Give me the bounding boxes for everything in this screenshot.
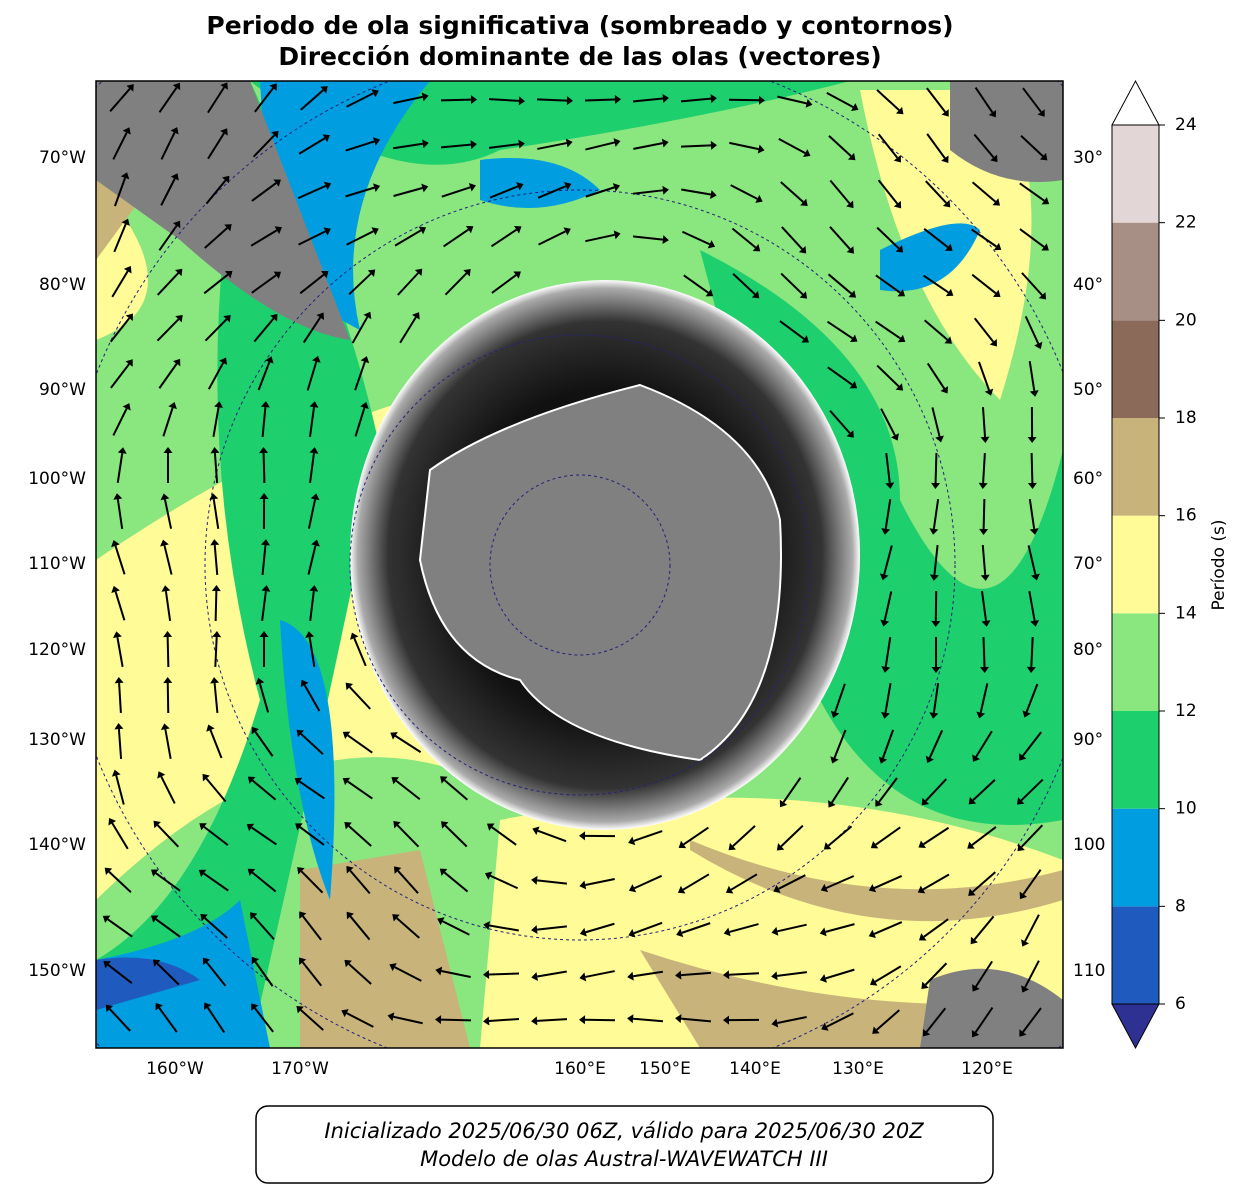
colorbar-tick-label: 8 [1175, 896, 1186, 916]
colorbar-tick-label: 10 [1175, 799, 1197, 819]
bottom-label: 160°W [146, 1059, 204, 1079]
colorbar-segment [1112, 516, 1159, 614]
right-label: 80° [1073, 640, 1103, 660]
left-label: 150°W [28, 961, 86, 981]
right-label: 90° [1073, 730, 1103, 750]
right-label: 50° [1073, 380, 1103, 400]
wave-vector [1032, 453, 1033, 483]
right-label: 60° [1073, 469, 1103, 489]
wave-vector [585, 99, 615, 100]
colorbar-segment [1112, 613, 1159, 711]
colorbar-segment [1112, 418, 1159, 516]
colorbar-tick-label: 20 [1175, 310, 1197, 330]
colorbar-segment [1112, 320, 1159, 418]
colorbar-tick-label: 16 [1175, 506, 1197, 526]
colorbar-segment [1112, 223, 1159, 321]
wave-vector [489, 973, 519, 974]
right-label: 100 [1073, 835, 1105, 855]
colorbar-under [1112, 1004, 1159, 1048]
footer-line: Modelo de olas Austral-WAVEWATCH III [420, 1147, 828, 1171]
right-label: 40° [1073, 275, 1103, 295]
left-label: 80°W [39, 275, 86, 295]
wave-vector [537, 99, 567, 100]
footer-line: Inicializado 2025/06/30 06Z, válido para… [324, 1119, 924, 1143]
colorbar-tick-label: 14 [1175, 603, 1197, 623]
colorbar-segment [1112, 906, 1159, 1004]
bottom-label: 170°W [271, 1059, 329, 1079]
left-label: 120°W [28, 640, 86, 660]
colorbar-segment [1112, 809, 1159, 907]
wave-vector [441, 1020, 471, 1021]
left-label: 70°W [39, 148, 86, 168]
colorbar-segment [1112, 125, 1159, 223]
right-label: 30° [1073, 148, 1103, 168]
colorbar-tick-label: 18 [1175, 408, 1197, 428]
wave-vector [441, 100, 471, 101]
colorbar-tick-label: 22 [1175, 213, 1197, 233]
right-label: 70° [1073, 554, 1103, 574]
colorbar-over [1112, 81, 1159, 125]
wave-vector [936, 453, 937, 483]
wave-vector [983, 637, 984, 667]
bottom-label: 160°E [554, 1059, 606, 1079]
wave-vector [729, 100, 759, 101]
footer-box [256, 1106, 993, 1183]
bottom-label: 130°E [832, 1059, 884, 1079]
colorbar-tick-label: 24 [1175, 115, 1197, 135]
colorbar-segment [1112, 711, 1159, 809]
wave-vector [168, 683, 169, 713]
wave-vector [215, 637, 216, 667]
left-label: 110°W [28, 554, 86, 574]
left-label: 90°W [39, 380, 86, 400]
wave-vector [681, 145, 711, 146]
colorbar-tick-label: 6 [1175, 994, 1186, 1014]
right-label: 110 [1073, 961, 1105, 981]
wave-vector [168, 637, 169, 667]
colorbar-label: Período (s) [1209, 520, 1229, 611]
left-label: 100°W [28, 469, 86, 489]
wave-vector [1031, 637, 1032, 667]
wave-vector [984, 499, 985, 529]
title: Periodo de ola significativa (sombreado … [206, 11, 953, 40]
bottom-label: 120°E [961, 1059, 1013, 1079]
left-label: 130°W [28, 730, 86, 750]
wave-vector [264, 453, 265, 483]
colorbar-tick-label: 12 [1175, 701, 1197, 721]
title: Dirección dominante de las olas (vectore… [278, 42, 881, 71]
bottom-label: 140°E [729, 1059, 781, 1079]
wave-vector [216, 591, 217, 621]
left-label: 140°W [28, 835, 86, 855]
bottom-label: 150°E [639, 1059, 691, 1079]
